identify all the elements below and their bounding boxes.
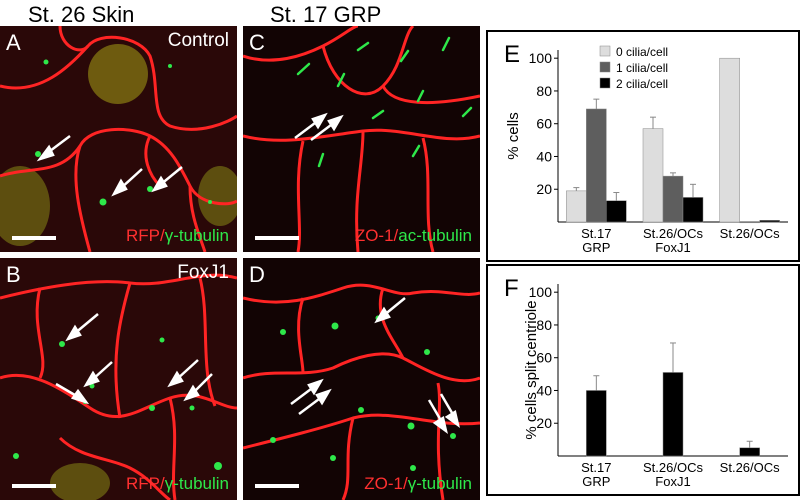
legend-swatch (599, 45, 611, 57)
y-tick-label: 100 (529, 284, 553, 300)
x-tick-label: St.26/OCs (720, 226, 780, 241)
micrograph-panel-b: B FoxJ1 RFP/γ-tubulin (0, 258, 237, 500)
legend-entry: 1 cilia/cell (616, 61, 668, 75)
y-tick-label: 80 (536, 317, 552, 333)
chart-panel-e: E 20 40 60 80 100% cells St.17 GRP St.26/OCs FoxJ… (486, 30, 800, 262)
x-tick-label: St.26/OCs (643, 460, 703, 475)
stain-red-a: RFP (126, 226, 160, 245)
panel-label-c: C (249, 30, 265, 55)
stain-label-c: ZO-1/ac-tubulin (355, 226, 472, 246)
stain-red-b: RFP (126, 474, 160, 493)
stain-sep-b: / (160, 474, 165, 493)
panel-label-d: D (249, 262, 265, 287)
stain-green-a: γ-tubulin (164, 226, 229, 245)
condition-label-b: FoxJ1 (177, 262, 229, 283)
panel-label-e: E (504, 41, 520, 68)
x-tick-label: GRP (582, 474, 610, 489)
bar (586, 390, 607, 457)
bar (739, 447, 760, 457)
y-tick-label: 40 (536, 148, 552, 164)
x-tick-label: FoxJ1 (655, 474, 690, 489)
bar (662, 372, 684, 457)
y-tick-label: 20 (536, 415, 552, 431)
column-title-grp: St. 17 GRP (270, 2, 382, 27)
cell-membrane-image-a (0, 26, 237, 252)
stain-sep-d: / (403, 474, 408, 493)
stain-red-d: ZO-1 (364, 474, 403, 493)
scale-bar-c (255, 236, 299, 240)
x-tick-label: St.17 (581, 460, 611, 475)
bar (606, 200, 627, 223)
scale-bar-b (12, 484, 56, 488)
y-tick-label: 20 (536, 181, 552, 197)
panel-label-f: F (504, 275, 519, 302)
scale-bar-d (255, 484, 299, 488)
stain-red-c: ZO-1 (354, 226, 394, 245)
y-tick-label: 40 (536, 382, 552, 398)
x-tick-label: FoxJ1 (655, 240, 690, 255)
stain-green-b: γ-tubulin (164, 474, 229, 493)
micrograph-panel-c: C ZO-1/ac-tubulin (243, 26, 480, 252)
y-tick-label: 80 (536, 83, 552, 99)
y-tick-label: 100 (529, 50, 553, 66)
micrograph-panel-a: A Control RFP/γ-tubulin (0, 26, 237, 252)
split-centriole-bar-chart: F 20 40 60 80 100% cells split centriole St.17… (504, 275, 788, 489)
bar (642, 128, 664, 223)
micrograph-panel-d: D ZO-1/γ-tubulin (243, 258, 480, 500)
bar (682, 197, 704, 223)
bar (759, 220, 780, 223)
stain-green-c: ac-tubulin (398, 226, 472, 245)
x-tick-label: GRP (582, 240, 610, 255)
y-tick-label: 60 (536, 116, 552, 132)
y-axis-label: % cells (505, 112, 522, 160)
legend-entry: 2 cilia/cell (616, 77, 668, 91)
bar (586, 108, 607, 223)
stain-label-d: ZO-1/γ-tubulin (364, 474, 472, 494)
bar (566, 190, 587, 223)
legend-swatch (599, 77, 611, 89)
scale-bar-a (12, 236, 56, 240)
stain-sep-a: / (160, 226, 165, 245)
legend-entry: 0 cilia/cell (616, 45, 668, 59)
cell-junction-image-c (243, 26, 480, 252)
legend-swatch (599, 61, 611, 73)
x-tick-label: St.26/OCs (643, 226, 703, 241)
bar (739, 221, 760, 224)
cell-membrane-image-b (0, 258, 237, 500)
y-axis-label: % cells split centriole (523, 300, 540, 439)
x-tick-label: St.17 (581, 226, 611, 241)
bar (719, 57, 740, 223)
panel-label-a: A (6, 30, 21, 55)
chart-panel-f: F 20 40 60 80 100% cells split centriole St.17… (486, 264, 800, 496)
stain-label-b: RFP/γ-tubulin (126, 474, 229, 494)
stain-sep-c: / (393, 226, 399, 245)
panel-label-b: B (6, 262, 21, 287)
stain-green-d: γ-tubulin (407, 474, 472, 493)
column-title-skin: St. 26 Skin (28, 2, 135, 27)
stain-label-a: RFP/γ-tubulin (126, 226, 229, 246)
condition-label-a: Control (167, 30, 229, 51)
bar (662, 175, 684, 223)
x-tick-label: St.26/OCs (720, 460, 780, 475)
y-tick-label: 60 (536, 350, 552, 366)
cell-junction-image-d (243, 258, 480, 500)
